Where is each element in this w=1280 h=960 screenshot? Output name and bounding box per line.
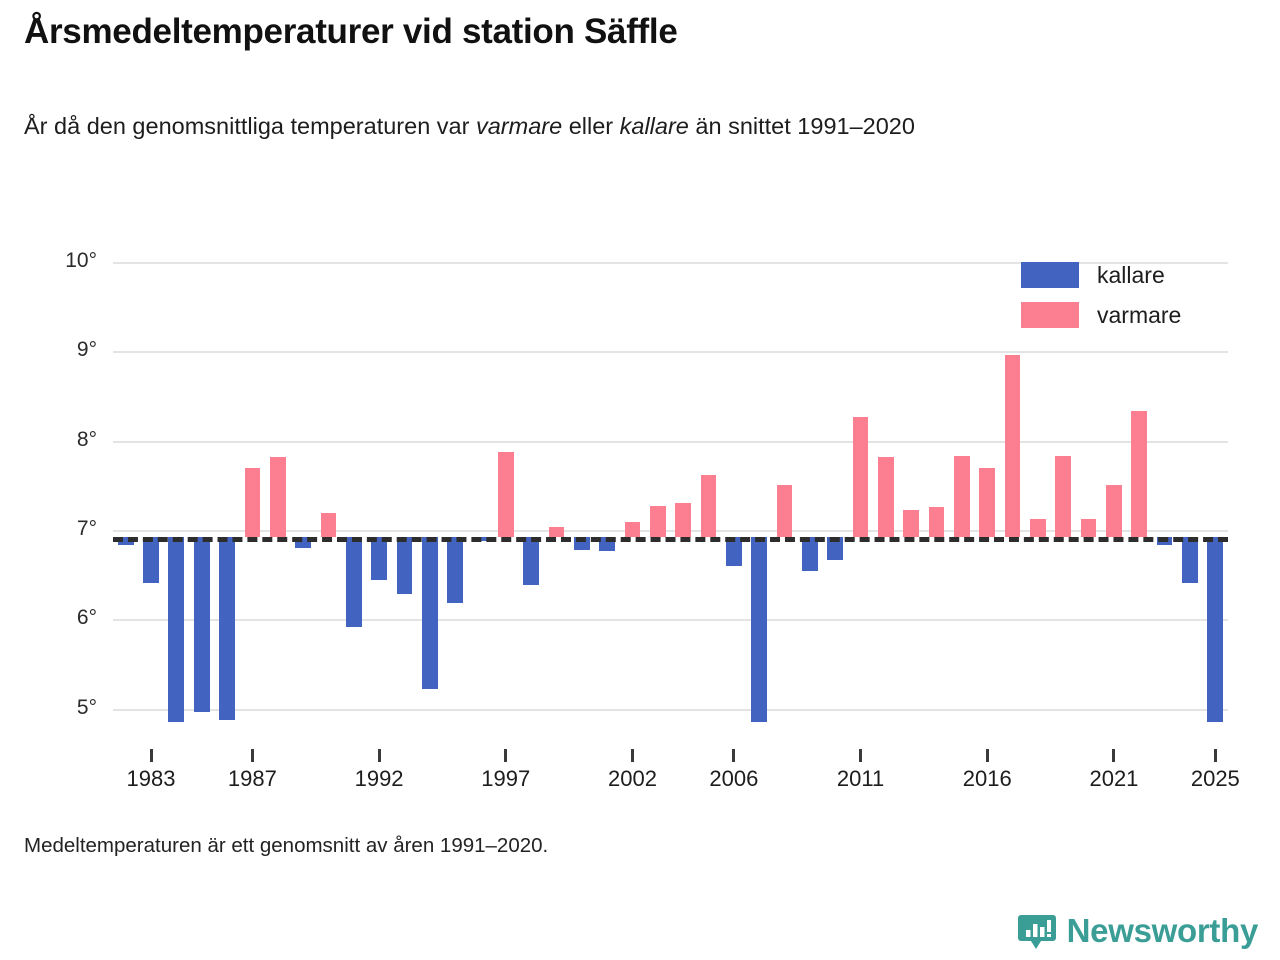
bar-2016[interactable] xyxy=(979,468,996,538)
bar-2011[interactable] xyxy=(852,417,869,538)
bar-2025[interactable] xyxy=(1207,537,1224,723)
bar-1995[interactable] xyxy=(447,537,463,604)
subtitle-part-2: eller xyxy=(562,113,620,139)
gridline xyxy=(113,351,1228,354)
bar-2014[interactable] xyxy=(928,506,945,538)
x-axis-tick-label-1987: 1987 xyxy=(227,766,277,791)
y-axis-tick-label: 8° xyxy=(76,427,97,451)
x-axis: 1983 1987 1992 1997 2002 2006 2011 2016 2021 2025 xyxy=(113,749,1240,809)
brand-name: Newsworthy xyxy=(1066,912,1259,949)
x-axis-tick-mark xyxy=(859,749,863,762)
legend-swatch-varmare xyxy=(1021,302,1079,328)
legend: kallare varmare xyxy=(1021,258,1181,338)
bar-1986[interactable] xyxy=(219,537,235,720)
bar-2012[interactable] xyxy=(878,456,894,538)
x-axis-tick-label-1992: 1992 xyxy=(354,766,404,791)
x-axis-tick-label-2011: 2011 xyxy=(836,766,885,791)
x-axis-tick-mark xyxy=(377,749,381,762)
legend-swatch-kallare xyxy=(1021,262,1079,288)
y-axis-tick-label: 5° xyxy=(76,695,97,719)
legend-item-varmare[interactable]: varmare xyxy=(1021,298,1181,332)
bar-1984[interactable] xyxy=(168,537,185,723)
chart-area: 5° 6° 7° 8° 9° 10° 1983 1987 1992 1997 2002 2006 20… xyxy=(0,236,1280,806)
bar-1983[interactable] xyxy=(143,537,159,583)
x-axis-tick-mark xyxy=(630,749,634,762)
legend-item-kallare[interactable]: kallare xyxy=(1021,258,1181,292)
bar-2003[interactable] xyxy=(649,505,666,538)
bar-2024[interactable] xyxy=(1182,537,1198,583)
y-axis-tick-label: 6° xyxy=(76,606,97,630)
x-axis-tick-label-2006: 2006 xyxy=(709,766,759,791)
y-axis-tick-label: 7° xyxy=(76,517,97,541)
bar-2008[interactable] xyxy=(776,484,793,538)
bar-2005[interactable] xyxy=(700,474,717,538)
x-axis-tick-mark xyxy=(1112,749,1116,762)
gridline xyxy=(113,708,1228,711)
x-axis-tick-label-2021: 2021 xyxy=(1089,766,1139,791)
gridline xyxy=(113,262,1228,264)
legend-label-kallare: kallare xyxy=(1097,261,1165,288)
bar-1988[interactable] xyxy=(269,456,286,538)
subtitle-part-1: År då den genomsnittliga temperaturen va… xyxy=(24,113,476,139)
bar-2009[interactable] xyxy=(802,537,818,572)
bar-2007[interactable] xyxy=(751,537,768,723)
reference-line-average xyxy=(113,537,1228,543)
bar-1992[interactable] xyxy=(371,537,387,581)
y-axis-tick-label: 10° xyxy=(65,249,97,272)
bar-2019[interactable] xyxy=(1055,455,1072,538)
x-axis-tick-mark xyxy=(1213,749,1217,762)
bar-1998[interactable] xyxy=(523,537,539,585)
bar-2021[interactable] xyxy=(1106,484,1122,538)
subtitle-emphasis-varmare: varmare xyxy=(475,113,563,139)
bar-2017[interactable] xyxy=(1004,354,1021,538)
bar-1985[interactable] xyxy=(193,537,210,713)
x-axis-tick-mark xyxy=(149,749,153,762)
x-axis-tick-label-2025: 2025 xyxy=(1190,766,1240,791)
plot-area xyxy=(113,262,1228,749)
x-axis-tick-mark xyxy=(250,749,254,762)
bar-2013[interactable] xyxy=(903,510,920,538)
x-axis-tick-label-2002: 2002 xyxy=(608,766,657,791)
gridline xyxy=(113,440,1228,443)
x-axis-tick-mark xyxy=(504,749,508,762)
bar-2020[interactable] xyxy=(1080,519,1097,538)
bar-2022[interactable] xyxy=(1131,411,1148,538)
bar-2018[interactable] xyxy=(1030,519,1046,538)
x-axis-tick-mark xyxy=(732,749,736,762)
y-axis-tick-label: 9° xyxy=(76,338,97,362)
x-axis-tick-label-2016: 2016 xyxy=(962,766,1012,791)
bar-1991[interactable] xyxy=(345,537,362,627)
bar-2010[interactable] xyxy=(827,537,844,560)
bar-1987[interactable] xyxy=(244,468,261,538)
chart-note: Medeltemperaturen är ett genomsnitt av å… xyxy=(24,834,549,857)
bar-1993[interactable] xyxy=(396,537,413,595)
bar-1997[interactable] xyxy=(497,452,514,538)
bar-1990[interactable] xyxy=(320,513,337,538)
bar-1999[interactable] xyxy=(548,527,565,538)
bar-2002[interactable] xyxy=(624,522,641,538)
bar-2015[interactable] xyxy=(954,455,970,538)
x-axis-tick-mark xyxy=(985,749,989,762)
bar-chart-logo-icon xyxy=(1017,912,1056,950)
bar-2004[interactable] xyxy=(675,503,692,538)
legend-label-varmare: varmare xyxy=(1097,301,1182,328)
gridline xyxy=(113,530,1228,533)
page-subtitle: År då den genomsnittliga temperaturen va… xyxy=(24,108,1204,145)
bar-1989[interactable] xyxy=(295,537,311,548)
x-axis-tick-label-1997: 1997 xyxy=(481,766,531,791)
subtitle-emphasis-kallare: kallare xyxy=(619,113,689,139)
bar-1994[interactable] xyxy=(421,537,438,690)
subtitle-part-3: än snittet 1991–2020 xyxy=(688,113,915,139)
x-axis-tick-label-1983: 1983 xyxy=(126,766,176,791)
page-title: Årsmedeltemperaturer vid station Säffle xyxy=(24,12,678,51)
gridline xyxy=(113,619,1228,622)
brand-logo[interactable]: Newsworthy xyxy=(1017,912,1259,950)
bar-2006[interactable] xyxy=(725,537,742,566)
